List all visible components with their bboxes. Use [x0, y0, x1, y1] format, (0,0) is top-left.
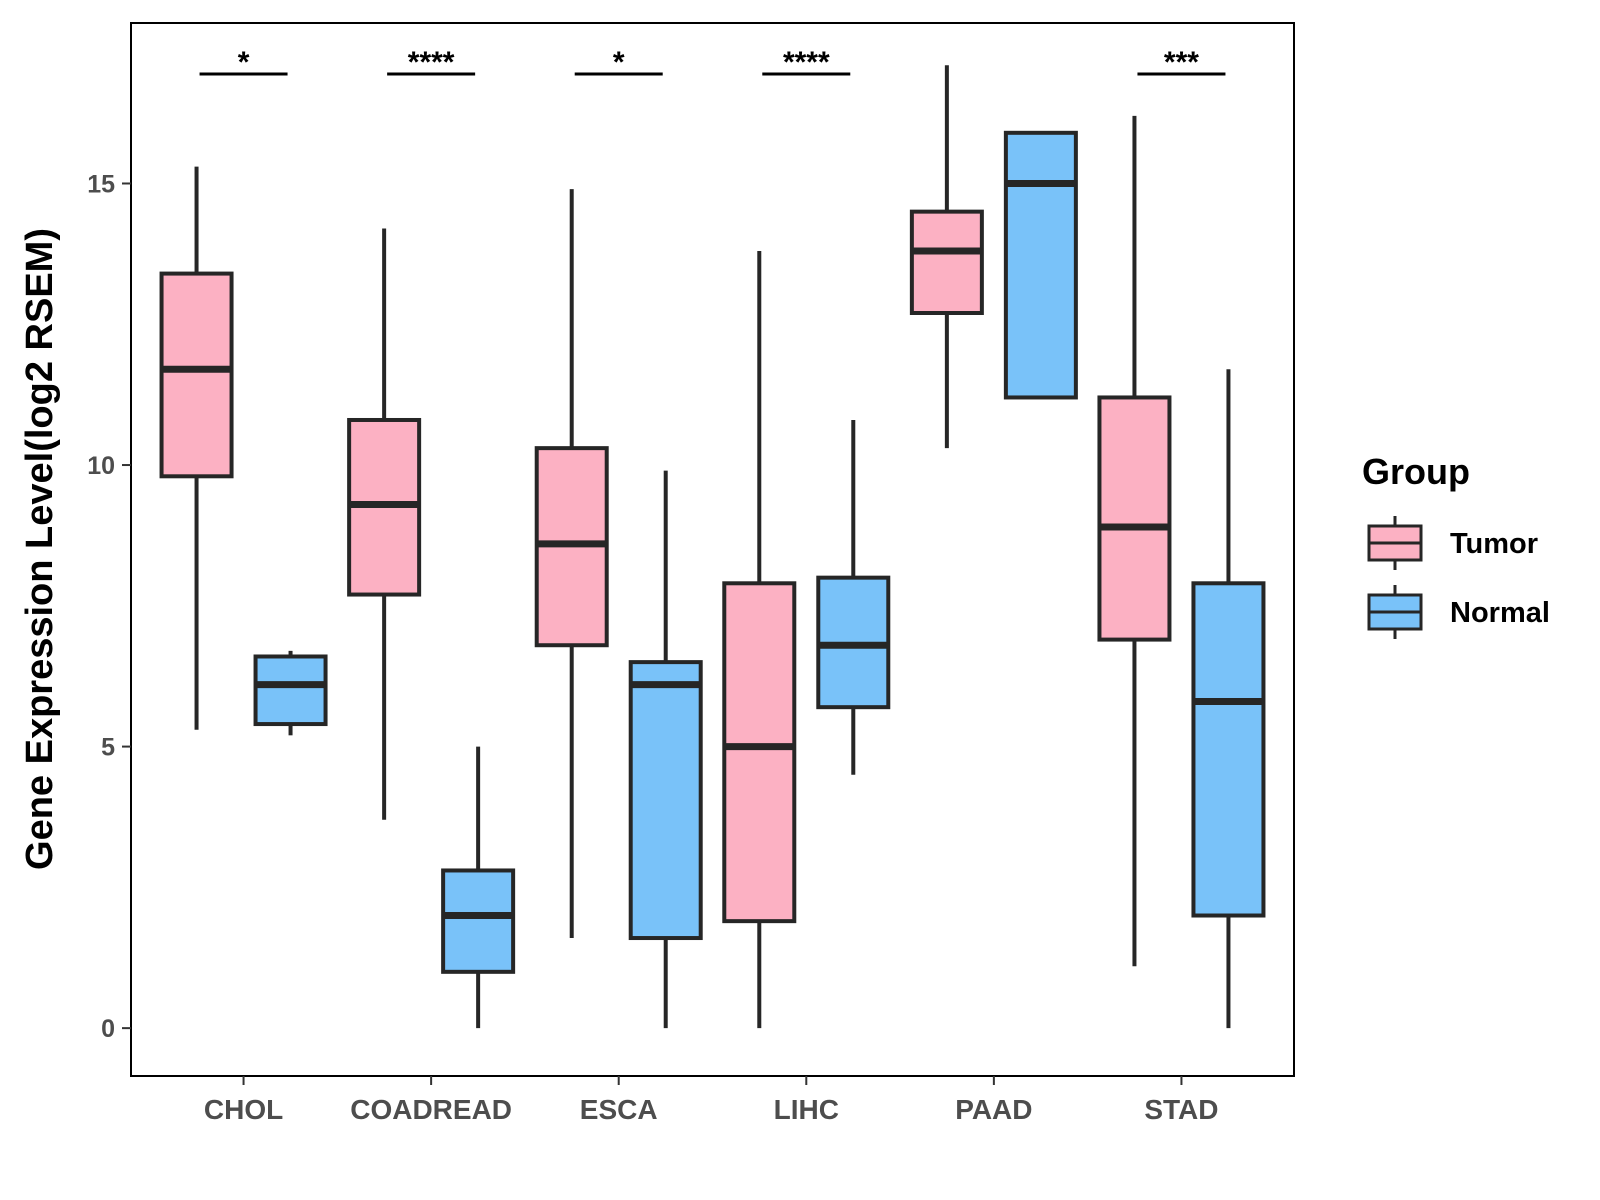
box-body — [722, 581, 797, 924]
box-body — [909, 209, 984, 315]
box-tumor-lihc — [722, 251, 797, 1029]
x-tick-label: CHOL — [204, 1094, 283, 1125]
x-axis: CHOL COADREAD ESCA LIHC PAAD STAD — [204, 1076, 1219, 1125]
box-body — [1003, 130, 1078, 400]
x-tick-label: PAAD — [955, 1094, 1032, 1125]
significance-label: * — [613, 46, 625, 79]
y-axis: 0 5 10 15 — [87, 170, 131, 1043]
box-normal-chol — [253, 650, 328, 736]
x-tick-label: COADREAD — [350, 1094, 512, 1125]
box-body — [1097, 395, 1172, 642]
x-tick-label: ESCA — [580, 1094, 658, 1125]
box-normal-lihc — [816, 419, 891, 775]
box-normal-stad — [1191, 369, 1266, 1029]
significance-annotations: * **** * **** *** — [199, 46, 1226, 79]
box-body — [1191, 581, 1266, 918]
box-normal-coadread — [441, 746, 516, 1029]
legend-title: Group — [1362, 451, 1470, 492]
significance-label: * — [238, 46, 250, 79]
box-normal-paad — [1003, 130, 1078, 400]
y-tick-label: 0 — [101, 1015, 115, 1043]
x-tick-label: STAD — [1144, 1094, 1218, 1125]
y-tick-label: 10 — [87, 452, 115, 480]
box-tumor-paad — [909, 65, 984, 449]
significance-label: **** — [783, 46, 830, 79]
box-normal-esca — [628, 470, 703, 1029]
y-tick-label: 5 — [101, 734, 115, 762]
box-body — [628, 660, 703, 941]
x-tick-label: LIHC — [774, 1094, 839, 1125]
box-series — [159, 65, 1266, 1029]
box-body — [159, 271, 234, 479]
box-body — [441, 868, 516, 974]
box-tumor-coadread — [347, 228, 422, 820]
legend: Group Tumor Normal — [1362, 451, 1550, 639]
y-tick-label: 15 — [87, 170, 115, 198]
box-tumor-chol — [159, 166, 234, 730]
box-tumor-esca — [534, 189, 609, 939]
legend-label-normal: Normal — [1450, 597, 1550, 629]
significance-label: *** — [1164, 46, 1199, 79]
y-axis-title: Gene Expression Level(log2 RSEM) — [19, 228, 61, 870]
significance-label: **** — [408, 46, 455, 79]
box-body — [253, 654, 328, 727]
box-tumor-stad — [1097, 115, 1172, 967]
legend-label-tumor: Tumor — [1450, 528, 1538, 560]
